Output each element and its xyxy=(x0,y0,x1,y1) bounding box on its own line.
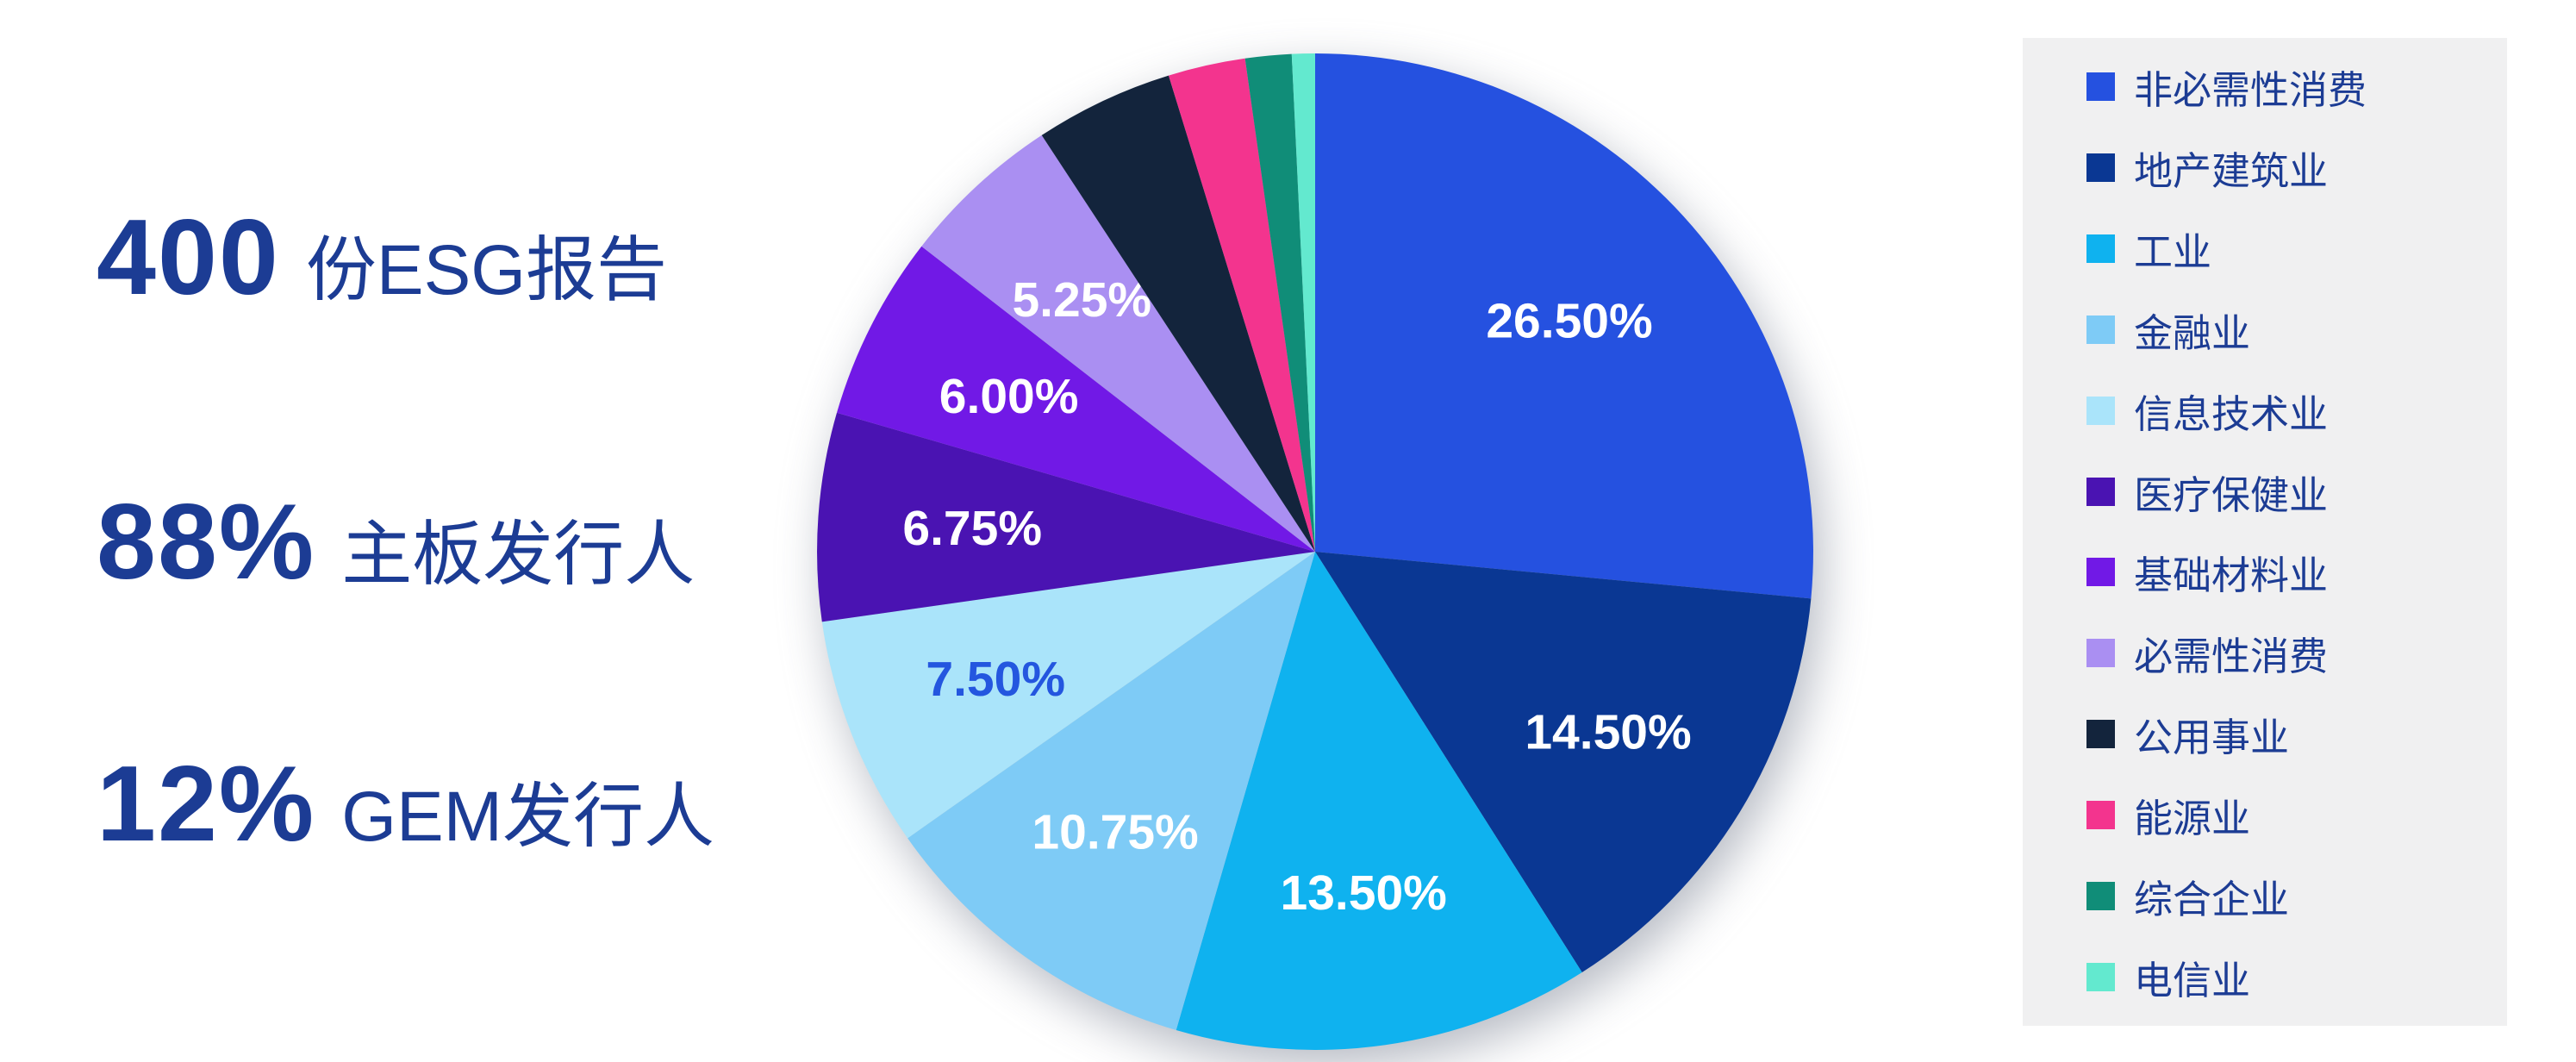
pie-chart: 26.50% 14.50% 13.50% 10.75% 7.50% 6.75% 6.00% 5… xyxy=(817,53,1813,1050)
stat-label: 份ESG报告 xyxy=(305,231,668,309)
pie-label-基础材料业: 6.00% xyxy=(939,369,1079,424)
legend-label: 非必需性消费 xyxy=(2134,68,2367,113)
pie-slice-必需性消费 xyxy=(921,134,1315,552)
pie-label-地产建筑业: 14.50% xyxy=(1525,704,1691,759)
legend-swatch-icon xyxy=(2086,72,2115,102)
stat-label: GEM发行人 xyxy=(341,778,714,856)
pie-slice-金融业 xyxy=(908,552,1315,1030)
pie-slice-电信业 xyxy=(1291,53,1315,552)
stat-line-main-board-issuers: 88% 主板发行人 xyxy=(97,481,695,603)
legend-swatch-icon xyxy=(2086,315,2115,344)
legend-item-电信业: 电信业 xyxy=(2086,949,2498,1005)
pie-slice-基础材料业 xyxy=(837,246,1315,552)
legend-label: 金融业 xyxy=(2134,310,2251,355)
legend-swatch-icon xyxy=(2086,800,2115,829)
legend-item-必需性消费: 必需性消费 xyxy=(2086,625,2498,681)
pie-label-非必需性消费: 26.50% xyxy=(1486,294,1652,349)
pie-label-金融业: 10.75% xyxy=(1032,804,1198,859)
stat-line-esg-reports: 400 份ESG报告 xyxy=(97,197,667,319)
legend-label: 地产建筑业 xyxy=(2134,149,2329,194)
legend-label: 公用事业 xyxy=(2134,715,2290,760)
legend-item-基础材料业: 基础材料业 xyxy=(2086,544,2498,600)
pie-slice-工业 xyxy=(1176,552,1582,1050)
legend-label: 综合企业 xyxy=(2134,877,2290,921)
legend-item-能源业: 能源业 xyxy=(2086,787,2498,843)
legend-swatch-icon xyxy=(2086,720,2115,749)
legend-swatch-icon xyxy=(2086,639,2115,668)
pie-label-医疗保健业: 6.75% xyxy=(902,501,1042,556)
legend-item-金融业: 金融业 xyxy=(2086,302,2498,358)
stat-line-gem-issuers: 12% GEM发行人 xyxy=(97,743,714,865)
pie-slice-能源业 xyxy=(1169,58,1315,553)
legend-label: 工业 xyxy=(2134,230,2212,275)
legend-item-非必需性消费: 非必需性消费 xyxy=(2086,59,2498,115)
pie-slice-综合企业 xyxy=(1244,53,1315,553)
legend-label: 电信业 xyxy=(2134,958,2251,1003)
stat-value: 88% xyxy=(97,483,316,602)
legend-swatch-icon xyxy=(2086,881,2115,910)
stat-label: 主板发行人 xyxy=(341,515,695,594)
legend-label: 信息技术业 xyxy=(2134,391,2329,436)
legend-swatch-icon xyxy=(2086,558,2115,587)
legend-item-综合企业: 综合企业 xyxy=(2086,868,2498,924)
legend-swatch-icon xyxy=(2086,477,2115,506)
legend-label: 能源业 xyxy=(2134,796,2251,840)
legend-item-地产建筑业: 地产建筑业 xyxy=(2086,140,2498,196)
stat-value: 12% xyxy=(97,745,316,864)
legend-swatch-icon xyxy=(2086,962,2115,991)
legend-item-工业: 工业 xyxy=(2086,221,2498,277)
pie-label-必需性消费: 5.25% xyxy=(1012,272,1151,328)
pie-slice-医疗保健业 xyxy=(817,412,1315,622)
legend-swatch-icon xyxy=(2086,153,2115,183)
legend-item-信息技术业: 信息技术业 xyxy=(2086,383,2498,439)
legend-label: 基础材料业 xyxy=(2134,553,2329,598)
legend-item-医疗保健业: 医疗保健业 xyxy=(2086,464,2498,520)
pie-slice-公用事业 xyxy=(1041,75,1315,553)
legend-item-公用事业: 公用事业 xyxy=(2086,706,2498,762)
stat-value: 400 xyxy=(97,198,280,317)
pie-slice-地产建筑业 xyxy=(1315,552,1812,972)
pie-label-信息技术业: 7.50% xyxy=(926,652,1065,707)
legend-label: 必需性消费 xyxy=(2134,634,2329,679)
pie-label-工业: 13.50% xyxy=(1281,865,1447,921)
legend-swatch-icon xyxy=(2086,396,2115,425)
legend-label: 医疗保健业 xyxy=(2134,472,2329,517)
pie-slice-非必需性消费 xyxy=(1315,53,1813,599)
legend-swatch-icon xyxy=(2086,234,2115,264)
legend-panel: 非必需性消费 地产建筑业工业金融业信息技术业医疗保健业基础材料业必需性消费公用事业… xyxy=(2023,38,2507,1026)
pie-slice-信息技术业 xyxy=(821,552,1315,839)
